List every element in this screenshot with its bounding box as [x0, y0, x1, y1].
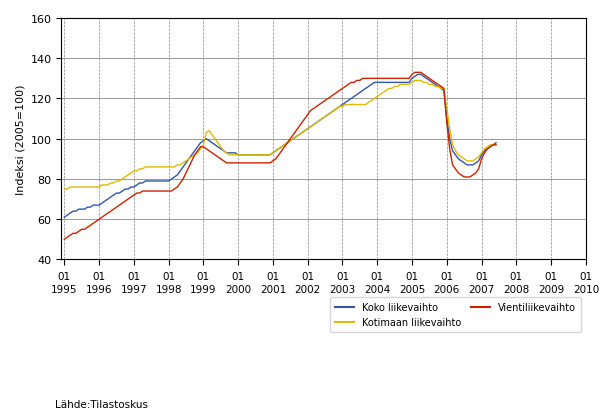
Text: 01: 01 [197, 271, 210, 281]
Text: 01: 01 [301, 271, 314, 281]
Text: 01: 01 [58, 271, 71, 281]
Text: 2005: 2005 [399, 285, 425, 295]
Text: 01: 01 [510, 271, 523, 281]
Text: 01: 01 [231, 271, 245, 281]
Text: 1998: 1998 [155, 285, 182, 295]
Text: 2000: 2000 [225, 285, 251, 295]
Text: 1996: 1996 [86, 285, 112, 295]
Text: 01: 01 [440, 271, 453, 281]
Legend: Koko liikevaihto, Kotimaan liikevaihto, Vientiliikevaihto: Koko liikevaihto, Kotimaan liikevaihto, … [330, 297, 581, 332]
Text: 1997: 1997 [120, 285, 147, 295]
Y-axis label: Indeksi (2005=100): Indeksi (2005=100) [15, 84, 25, 195]
Text: 01: 01 [162, 271, 175, 281]
Text: 01: 01 [545, 271, 558, 281]
Text: 2001: 2001 [260, 285, 286, 295]
Text: 2009: 2009 [538, 285, 564, 295]
Text: 01: 01 [371, 271, 384, 281]
Text: 2004: 2004 [364, 285, 391, 295]
Text: 01: 01 [475, 271, 488, 281]
Text: 01: 01 [336, 271, 349, 281]
Text: 2006: 2006 [433, 285, 460, 295]
Text: Lähde:Tilastoskus: Lähde:Tilastoskus [55, 399, 148, 409]
Text: 1999: 1999 [190, 285, 217, 295]
Text: 2008: 2008 [503, 285, 529, 295]
Text: 2010: 2010 [573, 285, 599, 295]
Text: 2003: 2003 [329, 285, 356, 295]
Text: 01: 01 [93, 271, 106, 281]
Text: 01: 01 [405, 271, 419, 281]
Text: 1995: 1995 [51, 285, 77, 295]
Text: 01: 01 [127, 271, 141, 281]
Text: 2007: 2007 [468, 285, 495, 295]
Text: 01: 01 [266, 271, 279, 281]
Text: 2002: 2002 [295, 285, 321, 295]
Text: 01: 01 [580, 271, 593, 281]
